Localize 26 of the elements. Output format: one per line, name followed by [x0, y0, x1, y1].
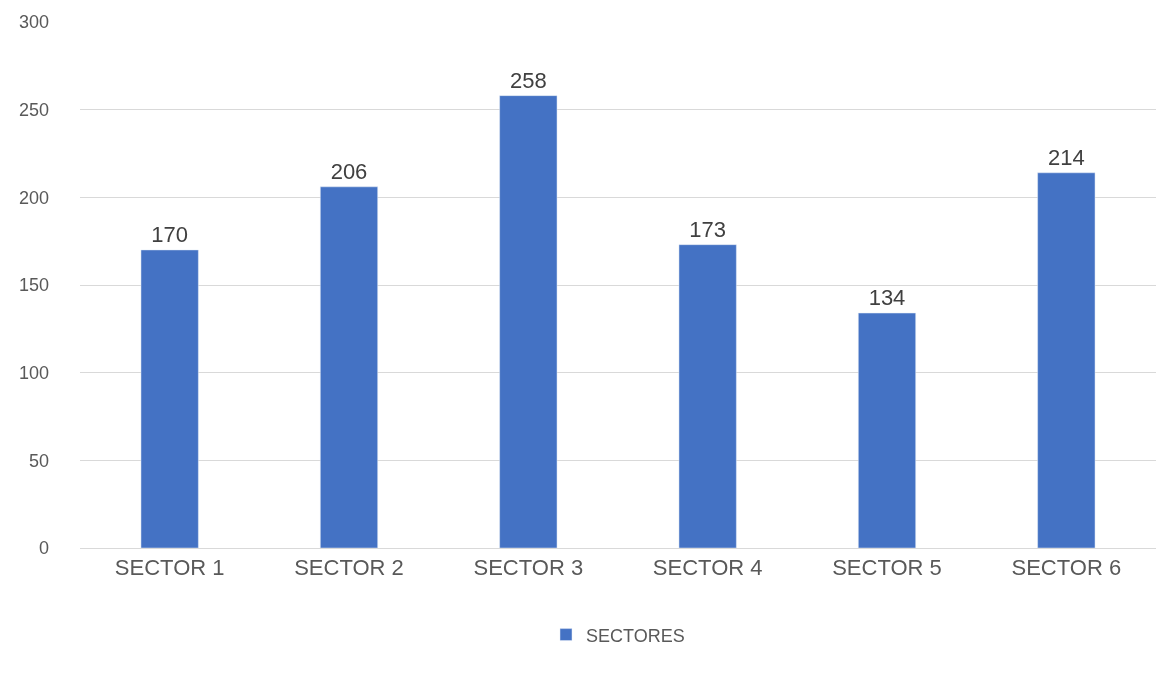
bar: [678, 244, 737, 548]
data-label: 258: [509, 67, 547, 93]
data-label: 173: [689, 216, 727, 242]
y-tick-label: 100: [18, 362, 49, 383]
bar: [140, 249, 199, 548]
y-tick-label: 300: [18, 12, 49, 33]
data-label: 214: [1047, 144, 1085, 170]
bar: [320, 186, 378, 548]
y-tick-label: 150: [18, 275, 49, 296]
x-tick-label: SECTOR 5: [832, 555, 942, 581]
y-tick-label: 0: [38, 538, 49, 559]
x-tick-label: SECTOR 4: [652, 555, 763, 581]
y-tick-label: 200: [18, 187, 49, 208]
y-tick-label: 50: [28, 450, 49, 471]
x-tick-label: SECTOR 1: [114, 555, 225, 581]
bar: [499, 95, 558, 548]
data-label: 134: [868, 285, 906, 311]
bar: [1037, 172, 1096, 548]
x-tick-label: SECTOR 3: [473, 555, 584, 581]
y-tick-label: 250: [18, 99, 49, 120]
bar: [858, 312, 916, 548]
x-tick-label: SECTOR 6: [1011, 555, 1122, 581]
data-label: 170: [151, 221, 189, 247]
x-tick-label: SECTOR 2: [294, 555, 404, 581]
data-label: 206: [330, 158, 368, 184]
legend-label: SECTORES: [586, 625, 685, 646]
